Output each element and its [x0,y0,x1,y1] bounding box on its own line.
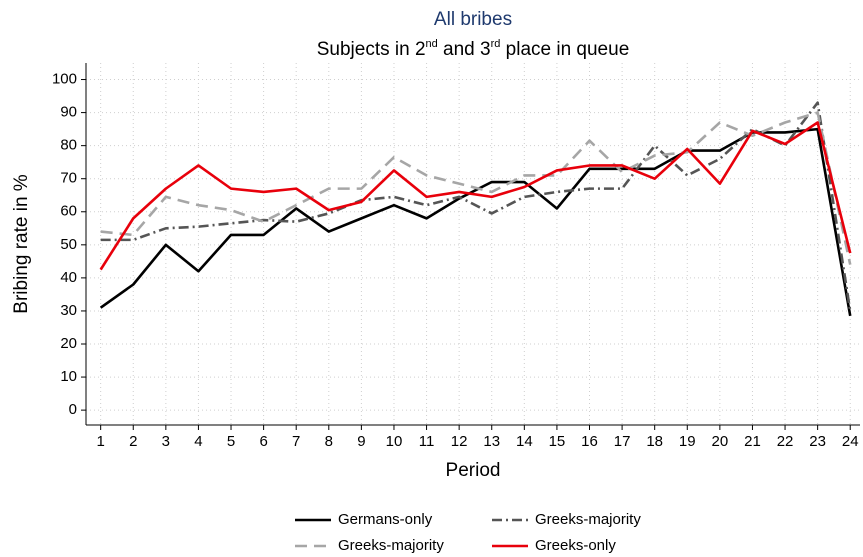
y-tick-label: 70 [60,170,77,187]
x-tick-label: 17 [614,433,631,450]
series-line [100,111,852,265]
x-tick-label: 8 [325,433,333,450]
legend-label: Germans-only [338,511,433,528]
x-tick-label: 9 [357,433,365,450]
x-tick-label: 19 [679,433,696,450]
x-tick-label: 4 [194,433,202,450]
legend-label: Greeks-majority [535,511,641,528]
x-tick-label: 5 [227,433,235,450]
chart-subtitle: Subjects in 2nd and 3rd place in queue [317,38,630,60]
x-tick-label: 3 [162,433,170,450]
x-tick-label: 12 [451,433,468,450]
subtitle-part: place in queue [500,39,629,60]
y-tick-label: 10 [60,368,77,385]
x-axis-label: Period [446,460,501,481]
y-axis-label: Bribing rate in % [11,174,32,314]
y-tick-label: 50 [60,236,77,253]
series-line [99,127,852,317]
x-tick-label: 1 [96,433,104,450]
x-tick-label: 22 [777,433,794,450]
legend-label: Greeks-only [535,537,616,554]
subtitle-part: and 3 [438,39,491,60]
y-tick-label: 80 [60,137,77,154]
x-tick-label: 7 [292,433,300,450]
y-tick-label: 100 [52,70,77,87]
x-tick-label: 21 [744,433,761,450]
x-tick-label: 14 [516,433,533,450]
superscript: nd [426,38,438,50]
y-tick-label: 90 [60,104,77,121]
subtitle-part: Subjects in 2 [317,39,426,60]
x-tick-label: 10 [386,433,403,450]
x-tick-label: 11 [419,433,435,450]
series-line [100,101,852,312]
x-tick-label: 13 [483,433,500,450]
x-tick-label: 16 [581,433,598,450]
x-tick-label: 20 [712,433,729,450]
y-tick-label: 20 [60,335,77,352]
series-line [99,121,852,271]
y-tick-label: 40 [60,269,77,286]
x-tick-label: 24 [842,433,859,450]
y-tick-label: 0 [69,401,77,418]
x-tick-label: 6 [259,433,267,450]
x-tick-label: 23 [809,433,826,450]
y-tick-label: 30 [60,302,77,319]
x-tick-label: 15 [549,433,566,450]
legend-label: Greeks-majority [338,537,444,554]
y-tick-label: 60 [60,203,77,220]
superscript: rd [491,38,501,50]
chart-title: All bribes [434,9,512,30]
x-tick-label: 18 [646,433,663,450]
x-tick-label: 2 [129,433,137,450]
